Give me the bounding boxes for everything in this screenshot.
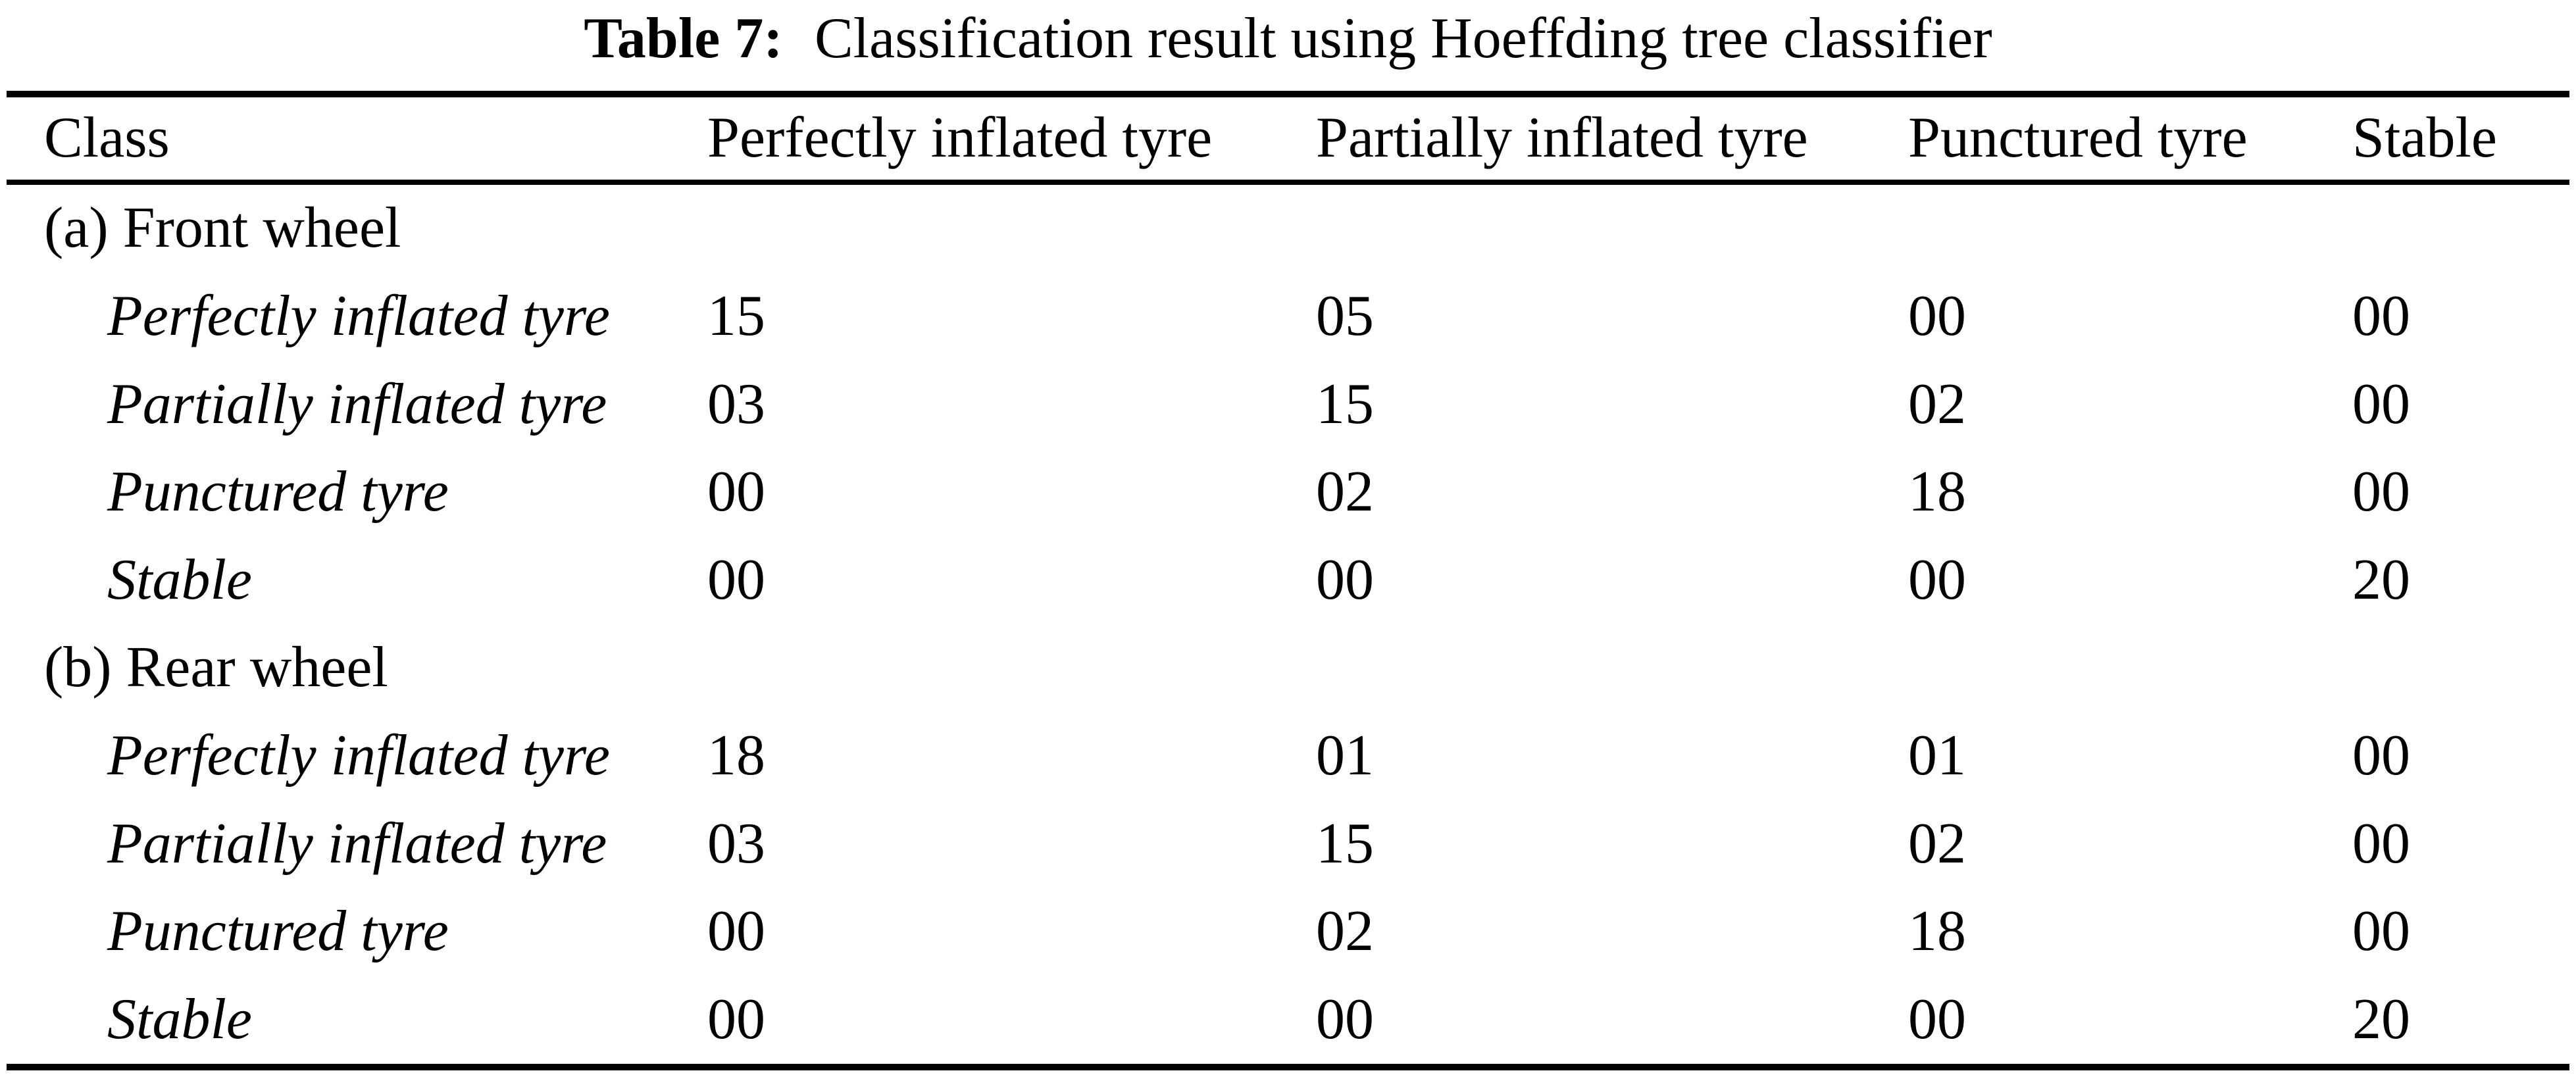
column-header-stable: Stable [2352, 106, 2497, 170]
cell-value: 20 [2352, 547, 2410, 612]
cell-value: 00 [1908, 284, 1966, 348]
cell-value: 00 [1908, 987, 1966, 1051]
cell-value: 18 [1908, 460, 1966, 524]
row-label: Partially inflated tyre [107, 372, 607, 436]
table-row: Stable 00 00 00 20 [0, 976, 2576, 1064]
row-label: Punctured tyre [107, 460, 449, 524]
cell-value: 00 [2352, 811, 2410, 876]
table-row: Perfectly inflated tyre 18 01 01 00 [0, 712, 2576, 801]
row-label: Stable [107, 547, 252, 612]
cell-value: 00 [707, 460, 765, 524]
column-header-perfectly-inflated-tyre: Perfectly inflated tyre [707, 106, 1213, 170]
table-row: Partially inflated tyre 03 15 02 00 [0, 361, 2576, 449]
cell-value: 00 [1316, 547, 1374, 612]
table-body: (a) Front wheel Perfectly inflated tyre 15… [0, 185, 2576, 1064]
table-row: Punctured tyre 00 02 18 00 [0, 449, 2576, 537]
cell-value: 03 [707, 811, 765, 876]
cell-value: 00 [707, 899, 765, 964]
section-header-row: (a) Front wheel [0, 185, 2576, 273]
cell-value: 02 [1316, 460, 1374, 524]
cell-value: 18 [707, 723, 765, 788]
cell-value: 20 [2352, 987, 2410, 1051]
column-header-punctured-tyre: Punctured tyre [1908, 106, 2248, 170]
column-header-class: Class [44, 106, 170, 170]
cell-value: 00 [2352, 372, 2410, 436]
table-row: Stable 00 00 00 20 [0, 536, 2576, 624]
header-rule [7, 180, 2569, 185]
section-header-label: (a) Front wheel [44, 196, 401, 261]
section-header-label: (b) Rear wheel [44, 636, 388, 700]
cell-value: 15 [1316, 372, 1374, 436]
cell-value: 00 [1316, 987, 1374, 1051]
cell-value: 00 [2352, 899, 2410, 964]
cell-value: 00 [707, 547, 765, 612]
cell-value: 02 [1908, 811, 1966, 876]
row-label: Perfectly inflated tyre [107, 284, 610, 348]
table-caption-text: Classification result using Hoeffding tr… [815, 7, 1992, 70]
cell-value: 03 [707, 372, 765, 436]
cell-value: 02 [1908, 372, 1966, 436]
cell-value: 02 [1316, 899, 1374, 964]
section-header-row: (b) Rear wheel [0, 624, 2576, 712]
cell-value: 00 [707, 987, 765, 1051]
table-row: Punctured tyre 00 02 18 00 [0, 888, 2576, 976]
table-row: Perfectly inflated tyre 15 05 00 00 [0, 273, 2576, 361]
cell-value: 15 [1316, 811, 1374, 876]
table-row: Partially inflated tyre 03 15 02 00 [0, 800, 2576, 888]
cell-value: 15 [707, 284, 765, 348]
table-caption: Table 7: Classification result using Hoef… [0, 0, 2576, 91]
column-header-partially-inflated-tyre: Partially inflated tyre [1316, 106, 1808, 170]
top-rule [7, 91, 2569, 97]
cell-value: 01 [1908, 723, 1966, 788]
cell-value: 05 [1316, 284, 1374, 348]
header-row: Class Perfectly inflated tyre Partially … [0, 97, 2576, 180]
bottom-rule [7, 1064, 2569, 1070]
cell-value: 00 [1908, 547, 1966, 612]
cell-value: 18 [1908, 899, 1966, 964]
table-caption-label: Table 7: [584, 7, 783, 70]
cell-value: 00 [2352, 284, 2410, 348]
row-label: Perfectly inflated tyre [107, 723, 610, 788]
row-label: Punctured tyre [107, 899, 449, 964]
row-label: Stable [107, 987, 252, 1051]
row-label: Partially inflated tyre [107, 811, 607, 876]
cell-value: 00 [2352, 723, 2410, 788]
cell-value: 00 [2352, 460, 2410, 524]
cell-value: 01 [1316, 723, 1374, 788]
